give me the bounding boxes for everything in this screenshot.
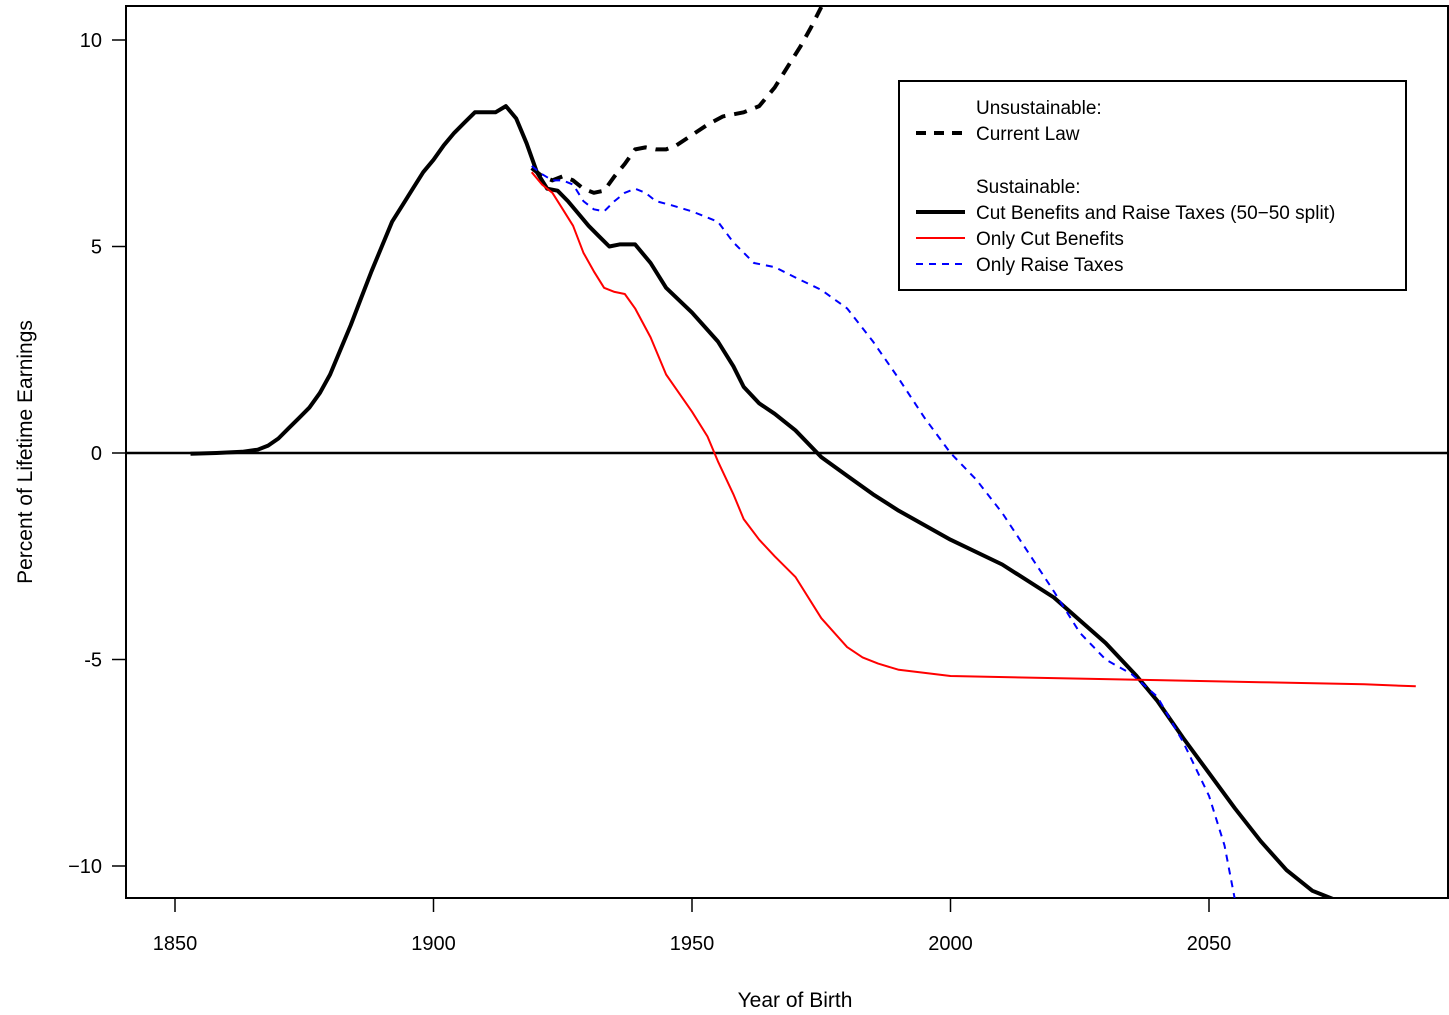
x-tick-label: 2050 bbox=[1187, 933, 1232, 955]
y-tick-label: 5 bbox=[91, 237, 102, 259]
y-tick-label: 10 bbox=[80, 30, 102, 52]
y-axis-title: Percent of Lifetime Earnings bbox=[14, 320, 37, 584]
y-tick-label: -5 bbox=[84, 650, 102, 672]
legend-label-current-law: Current Law bbox=[976, 124, 1080, 145]
legend-label-cut-benefits-raise-taxes: Cut Benefits and Raise Taxes (50−50 spli… bbox=[976, 203, 1335, 224]
legend-label-only-raise-taxes: Only Raise Taxes bbox=[976, 255, 1124, 276]
series-layer bbox=[190, 6, 1416, 898]
series-line-3 bbox=[531, 165, 1236, 898]
legend-box bbox=[898, 80, 1407, 291]
series-line-2 bbox=[530, 171, 1416, 688]
x-tick-label: 1850 bbox=[153, 933, 198, 955]
legend-label-only-cut-benefits: Only Cut Benefits bbox=[976, 229, 1124, 250]
y-tick-label: −10 bbox=[68, 856, 102, 878]
x-axis-title: Year of Birth bbox=[738, 989, 853, 1012]
x-tick-label: 2000 bbox=[928, 933, 973, 955]
series-line-0 bbox=[530, 6, 824, 195]
series-line-1 bbox=[190, 104, 1336, 898]
legend: Unsustainable: Current Law Sustainable: … bbox=[898, 80, 1407, 291]
y-tick-label: 0 bbox=[91, 443, 102, 465]
y-axis: 10 5 0 -5 −10 bbox=[68, 30, 127, 878]
x-axis: 1850 1900 1950 2000 2050 bbox=[153, 897, 1232, 955]
x-tick-label: 1950 bbox=[670, 933, 715, 955]
legend-group-header-sustainable: Sustainable: bbox=[976, 177, 1081, 198]
legend-group-header-unsustainable: Unsustainable: bbox=[976, 98, 1102, 119]
x-tick-label: 1900 bbox=[411, 933, 456, 955]
